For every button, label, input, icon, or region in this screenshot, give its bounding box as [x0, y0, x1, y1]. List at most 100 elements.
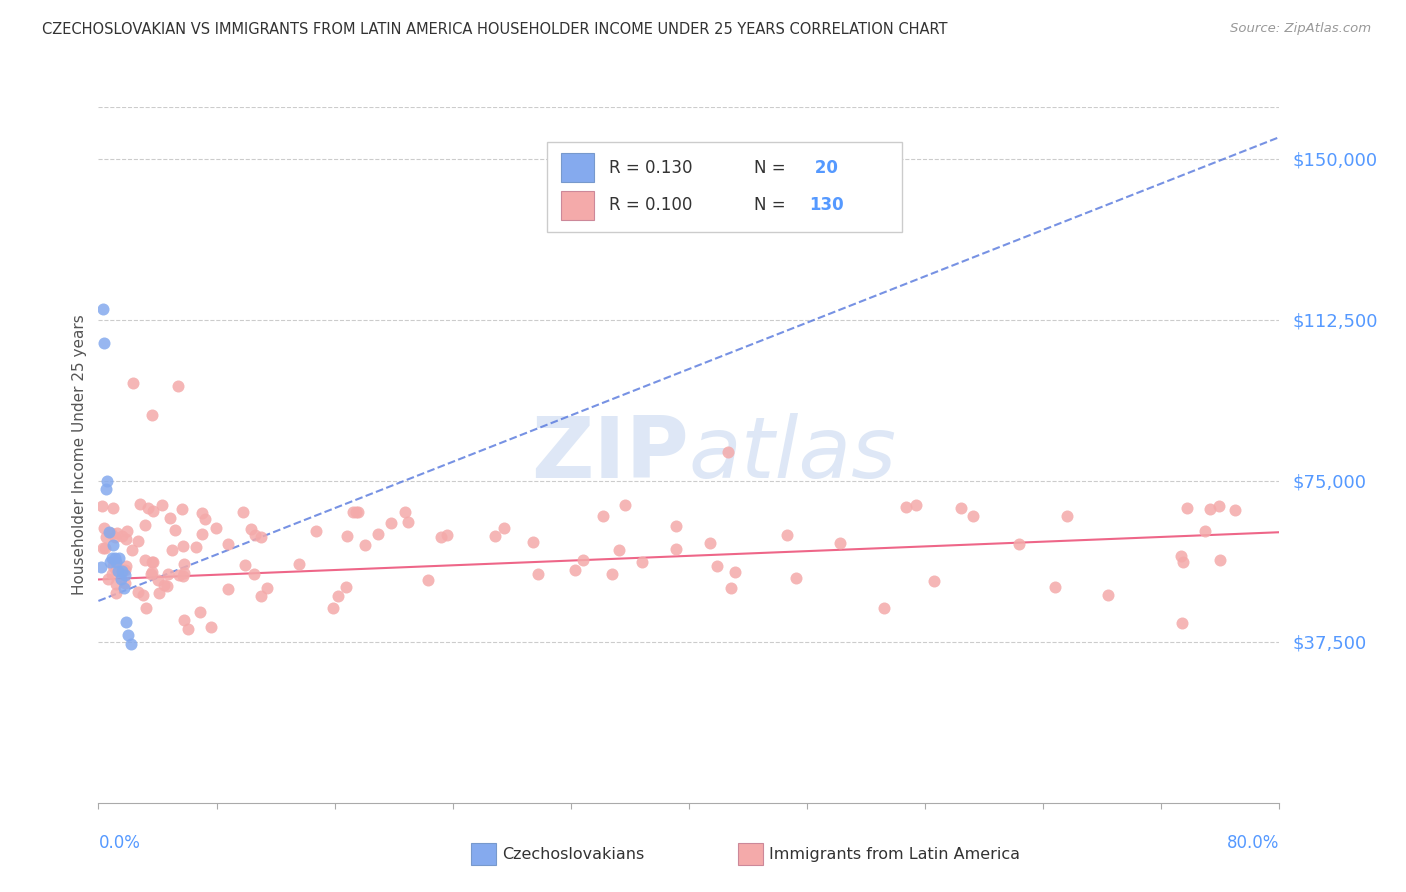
Point: [107, 564, 129, 578]
Point: [110, 573, 132, 587]
Point: [1170, 549, 1192, 564]
Y-axis label: Householder Income Under 25 years: Householder Income Under 25 years: [72, 315, 87, 595]
Point: [1175, 501, 1198, 516]
Point: [380, 516, 402, 530]
Point: [146, 573, 169, 587]
Point: [1223, 503, 1246, 517]
Point: [717, 445, 740, 459]
Point: [1171, 616, 1194, 631]
Point: [1056, 509, 1078, 524]
Point: [191, 506, 214, 520]
Point: [120, 637, 142, 651]
Point: [105, 555, 128, 569]
Point: [112, 581, 135, 595]
Point: [607, 543, 630, 558]
Point: [114, 576, 136, 591]
Point: [416, 573, 439, 587]
Point: [592, 509, 614, 524]
Point: [396, 515, 419, 529]
Point: [114, 568, 136, 582]
Text: Immigrants from Latin America: Immigrants from Latin America: [769, 847, 1021, 862]
Point: [172, 568, 194, 582]
Point: [1209, 553, 1232, 567]
Point: [949, 500, 972, 515]
Point: [322, 601, 344, 615]
Point: [335, 580, 357, 594]
Point: [430, 530, 453, 544]
Point: [115, 559, 138, 574]
Point: [1008, 537, 1031, 551]
Point: [162, 542, 184, 557]
Point: [394, 505, 416, 519]
Point: [186, 540, 208, 554]
Point: [1198, 502, 1220, 516]
Point: [232, 505, 254, 519]
Point: [127, 584, 149, 599]
Point: [188, 605, 211, 619]
Point: [564, 563, 586, 577]
Point: [233, 558, 256, 572]
Point: [706, 558, 728, 573]
Point: [240, 522, 263, 536]
Point: [141, 567, 163, 582]
Point: [100, 551, 122, 566]
Point: [97, 572, 120, 586]
Point: [111, 564, 134, 578]
Point: [157, 566, 180, 581]
Point: [114, 563, 136, 577]
Point: [724, 565, 747, 579]
Point: [121, 543, 143, 558]
Point: [288, 557, 311, 571]
Point: [962, 509, 984, 524]
Point: [121, 376, 143, 390]
Point: [191, 527, 214, 541]
Text: Czechoslovakians: Czechoslovakians: [502, 847, 644, 862]
Point: [107, 561, 129, 575]
Point: [1045, 581, 1067, 595]
Point: [305, 524, 328, 539]
Text: #C8D8F0: #C8D8F0: [689, 454, 696, 455]
Point: [170, 502, 193, 516]
Point: [200, 620, 222, 634]
Point: [873, 600, 896, 615]
Text: R = 0.130: R = 0.130: [609, 159, 692, 177]
Point: [128, 496, 150, 510]
Point: [94, 530, 117, 544]
Point: [111, 529, 134, 543]
Point: [90, 499, 112, 513]
Point: [103, 538, 125, 552]
Point: [91, 301, 114, 316]
Point: [166, 378, 188, 392]
Point: [775, 528, 797, 542]
Point: [173, 566, 195, 580]
Point: [134, 553, 156, 567]
Point: [127, 533, 149, 548]
Text: 130: 130: [810, 196, 844, 214]
Point: [664, 542, 686, 557]
Point: [256, 581, 278, 595]
Point: [93, 521, 115, 535]
Point: [249, 530, 271, 544]
Point: [1208, 499, 1230, 513]
Point: [894, 500, 917, 514]
Text: Source: ZipAtlas.com: Source: ZipAtlas.com: [1230, 22, 1371, 36]
Point: [194, 512, 217, 526]
Point: [167, 568, 190, 582]
Point: [156, 579, 179, 593]
Point: [243, 566, 266, 581]
Point: [245, 528, 267, 542]
Point: [105, 526, 128, 541]
Point: [165, 523, 187, 537]
Point: [136, 501, 159, 516]
Point: [336, 529, 359, 543]
Point: [148, 586, 170, 600]
Point: [217, 537, 239, 551]
Point: [205, 521, 228, 535]
Point: [132, 588, 155, 602]
Point: [354, 538, 377, 552]
Point: [1171, 555, 1194, 569]
Point: [141, 555, 163, 569]
Text: N =: N =: [754, 159, 786, 177]
Point: [104, 551, 127, 566]
Point: [173, 558, 195, 572]
